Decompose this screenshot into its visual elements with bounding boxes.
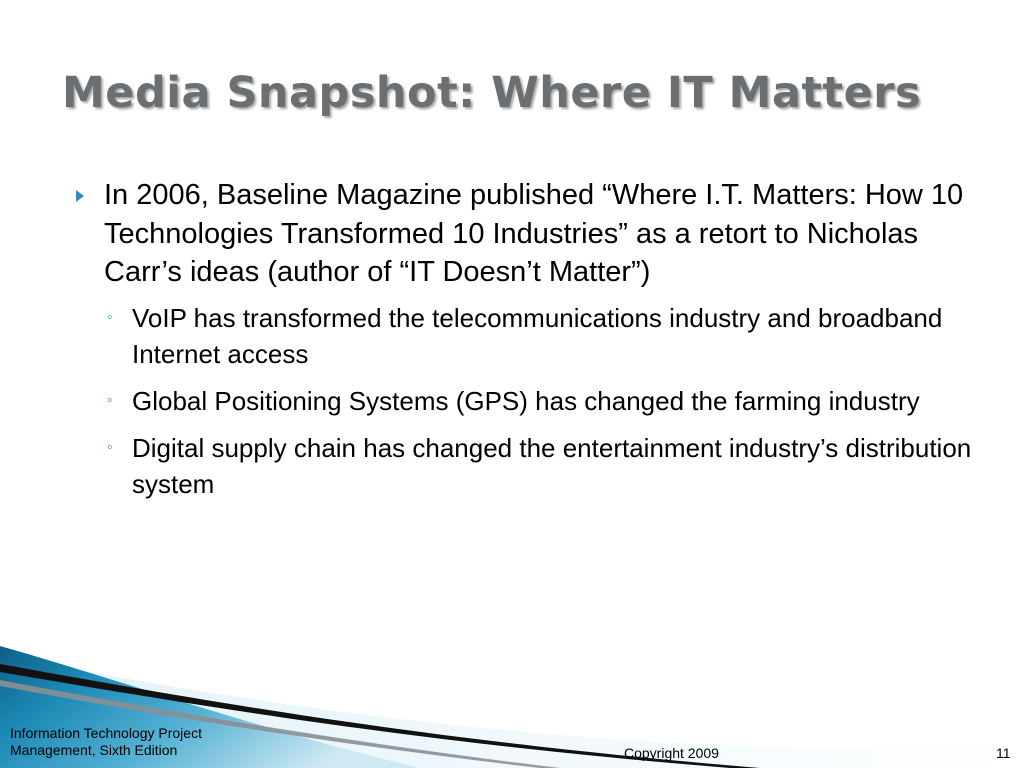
- footer-wave-decoration: [0, 646, 1024, 768]
- slide-number: 11: [996, 745, 1011, 761]
- sub-bullet-gps: ◦ Global Positioning Systems (GPS) has c…: [72, 383, 972, 419]
- bullet-main: In 2006, Baseline Magazine published “Wh…: [72, 176, 972, 292]
- slide-title: Media Snapshot: Where IT Matters: [62, 68, 922, 118]
- triangle-bullet-icon: [76, 190, 84, 202]
- slide-body: In 2006, Baseline Magazine published “Wh…: [72, 176, 972, 513]
- footer-book-title: Information Technology Project Managemen…: [10, 725, 202, 758]
- circle-bullet-icon: ◦: [107, 391, 113, 409]
- sub-bullet-text: VoIP has transformed the telecommunicati…: [132, 302, 943, 369]
- bullet-main-text: In 2006, Baseline Magazine published “Wh…: [104, 179, 964, 288]
- sub-bullet-text: Global Positioning Systems (GPS) has cha…: [132, 385, 920, 416]
- circle-bullet-icon: ◦: [107, 308, 113, 326]
- sub-bullet-list: ◦ VoIP has transformed the telecommunica…: [72, 300, 972, 502]
- sub-bullet-voip: ◦ VoIP has transformed the telecommunica…: [72, 300, 972, 372]
- sub-bullet-supply-chain: ◦ Digital supply chain has changed the e…: [72, 430, 972, 502]
- circle-bullet-icon: ◦: [107, 438, 113, 456]
- sub-bullet-text: Digital supply chain has changed the ent…: [132, 432, 972, 499]
- footer-copyright: Copyright 2009: [624, 745, 719, 761]
